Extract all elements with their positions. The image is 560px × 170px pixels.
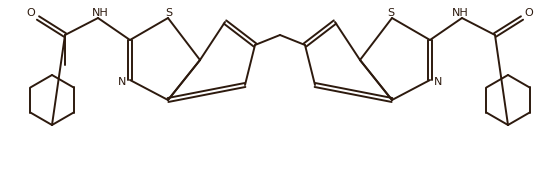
Text: O: O <box>525 8 533 18</box>
Text: NH: NH <box>451 8 468 18</box>
Text: NH: NH <box>92 8 109 18</box>
Text: N: N <box>434 77 442 87</box>
Text: N: N <box>118 77 126 87</box>
Text: O: O <box>27 8 35 18</box>
Text: S: S <box>165 8 172 18</box>
Text: S: S <box>388 8 395 18</box>
